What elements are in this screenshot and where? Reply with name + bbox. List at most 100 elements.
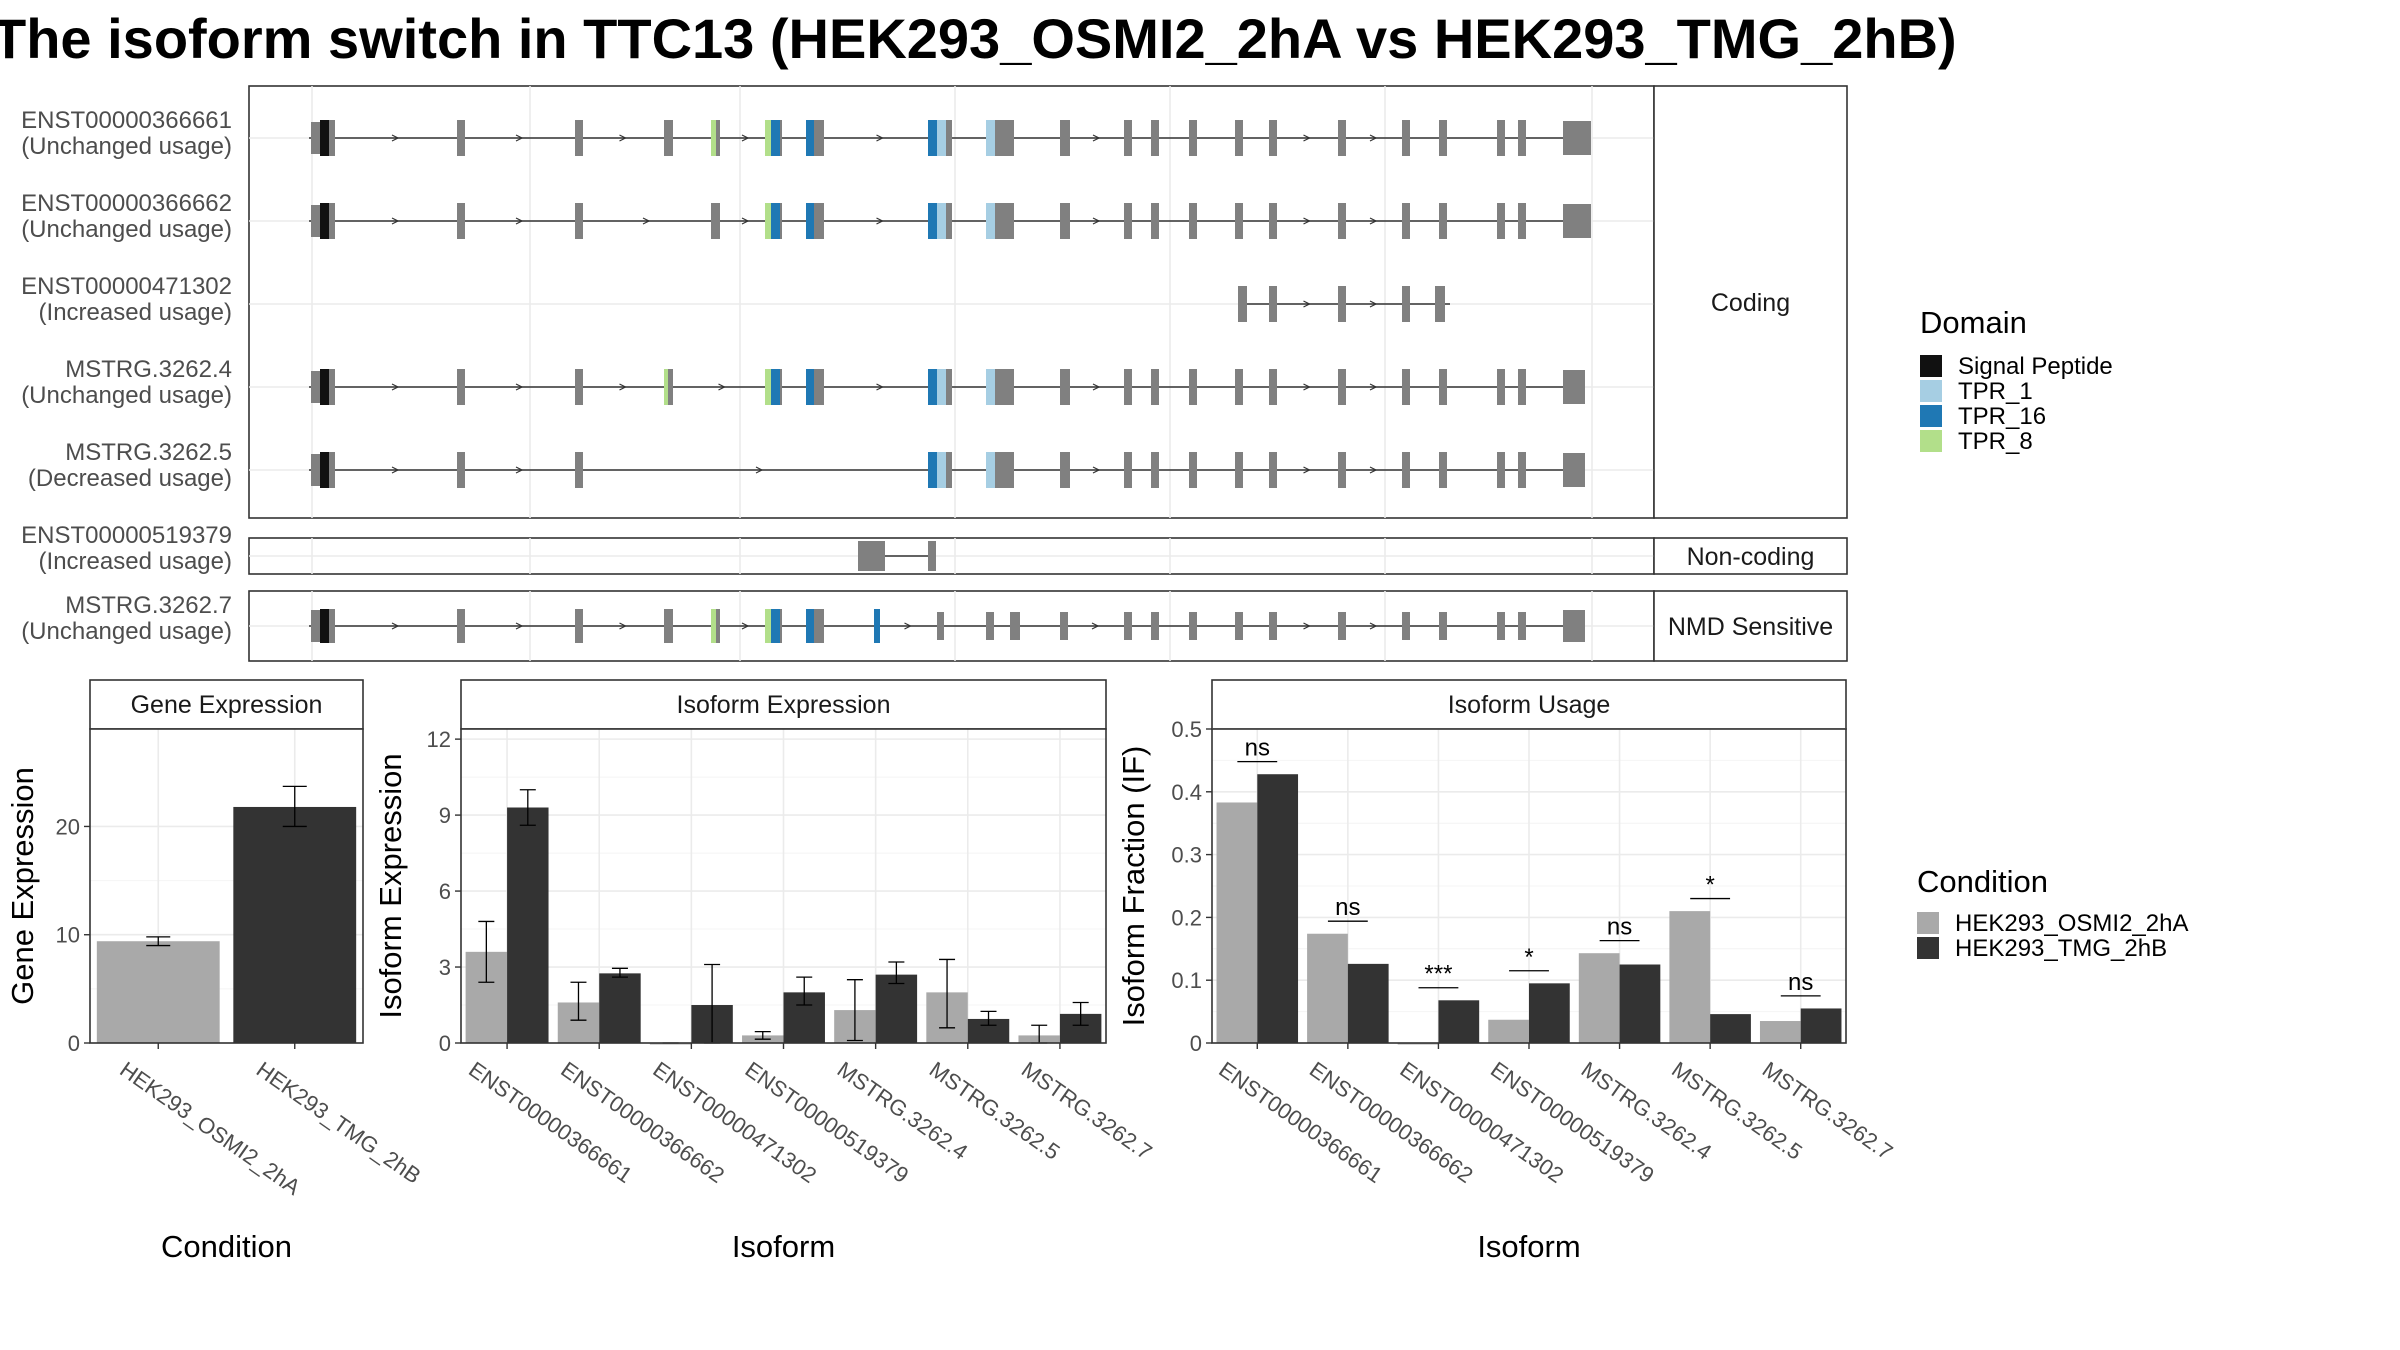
exon <box>1402 203 1410 239</box>
panel-strip <box>1653 537 1848 575</box>
isoform-name: MSTRG.3262.5 <box>65 439 232 466</box>
isoform-usage: (Unchanged usage) <box>21 133 232 160</box>
chart-title: Isoform Usage <box>1448 691 1611 719</box>
exon <box>1189 120 1197 156</box>
exon <box>1338 120 1346 156</box>
isoform-track: MSTRG.3262.5(Decreased usage) <box>28 439 1585 492</box>
structure-panel-2: Non-coding ENST00000519379(Increased usag… <box>21 522 1848 575</box>
domain-signal-peptide <box>320 369 329 405</box>
exon <box>575 609 583 643</box>
domain-tpr_16 <box>928 452 937 488</box>
bar <box>1438 1000 1480 1043</box>
exon <box>1189 369 1197 405</box>
domain-tpr_1 <box>986 369 995 405</box>
isoform-name: ENST00000519379 <box>21 522 232 549</box>
x-tick-label: ENST00000519379 <box>741 1057 914 1188</box>
exon <box>1269 203 1277 239</box>
exon <box>1269 286 1277 322</box>
utr5 <box>311 371 320 403</box>
legend-label: TPR_16 <box>1958 403 2046 430</box>
strand-arrow <box>619 134 627 142</box>
y-tick-label: 12 <box>427 727 451 752</box>
domain-tpr_16 <box>874 609 880 643</box>
strand-arrow <box>1303 383 1311 391</box>
exon <box>986 612 994 640</box>
exon <box>1497 369 1505 405</box>
exon <box>928 541 936 571</box>
strand-arrow <box>1092 134 1101 142</box>
y-axis-title: Isoform Fraction (IF) <box>1116 746 1151 1027</box>
y-axis-title: Gene Expression <box>5 767 40 1005</box>
utr5 <box>311 610 320 642</box>
exon <box>1060 612 1068 640</box>
y-tick-label: 0.2 <box>1171 905 1202 930</box>
isoform-name: MSTRG.3262.7 <box>65 592 232 619</box>
x-tick-label: ENST00000366661 <box>1214 1057 1387 1188</box>
strand-arrow <box>1369 622 1378 630</box>
strand-arrow <box>1369 134 1378 142</box>
domain-signal-peptide <box>320 609 329 643</box>
panel-strip <box>1653 85 1848 519</box>
y-axis-title: Isoform Expression <box>373 753 408 1018</box>
exon <box>1518 612 1526 640</box>
utr3 <box>1563 121 1591 155</box>
chart-strip <box>460 679 1107 730</box>
isoform-usage: (Decreased usage) <box>28 465 232 492</box>
domain-tpr_16 <box>771 369 780 405</box>
strand-arrow <box>391 217 400 225</box>
legend-label: TPR_8 <box>1958 428 2033 455</box>
y-tick-label: 0 <box>68 1031 80 1056</box>
strand-arrow <box>1092 466 1101 474</box>
exon <box>664 369 673 405</box>
exon <box>1235 203 1243 239</box>
y-tick-label: 0.1 <box>1171 968 1202 993</box>
domain-signal-peptide <box>320 120 329 156</box>
exon <box>457 203 465 239</box>
strand-arrow <box>515 134 524 142</box>
plot-frame <box>1211 728 1847 1044</box>
domain-tpr_16 <box>928 120 937 156</box>
panel-strip <box>1653 590 1848 662</box>
y-tick-label: 0 <box>439 1031 451 1056</box>
exon <box>1518 452 1526 488</box>
y-tick-label: 0.3 <box>1171 843 1202 868</box>
exon <box>858 541 885 571</box>
domain-tpr_16 <box>928 203 937 239</box>
panel-strip-label: Coding <box>1711 289 1790 317</box>
exon <box>575 203 583 239</box>
isoform-usage: (Unchanged usage) <box>21 382 232 409</box>
exon <box>1189 203 1197 239</box>
bar <box>1619 964 1661 1043</box>
significance-label: *** <box>1424 961 1452 988</box>
exon <box>1338 203 1346 239</box>
strand-arrow <box>1369 217 1378 225</box>
exon <box>1338 286 1346 322</box>
strand-arrow <box>755 466 764 474</box>
domain-tpr_1 <box>986 203 995 239</box>
exon <box>457 452 465 488</box>
exon <box>1235 452 1243 488</box>
strand-arrow <box>391 383 400 391</box>
bar <box>599 973 641 1043</box>
exon <box>1060 120 1070 156</box>
legend-swatch <box>1917 937 1939 959</box>
bar <box>1578 953 1620 1043</box>
significance-label: ns <box>1335 894 1360 921</box>
exon <box>457 369 465 405</box>
domain-tpr_8 <box>765 609 771 643</box>
isoform-name: ENST00000366661 <box>21 107 232 134</box>
exon <box>326 369 335 405</box>
domain-tpr_8 <box>765 120 771 156</box>
utr3 <box>1563 610 1585 642</box>
legend-label: HEK293_OSMI2_2hA <box>1955 910 2188 937</box>
exon <box>1235 120 1243 156</box>
domain-tpr_16 <box>771 120 780 156</box>
exon <box>1189 452 1197 488</box>
condition-legend-title: Condition <box>1917 864 2048 899</box>
bar <box>1669 911 1711 1043</box>
exon <box>1439 612 1447 640</box>
chart-strip <box>89 679 364 730</box>
